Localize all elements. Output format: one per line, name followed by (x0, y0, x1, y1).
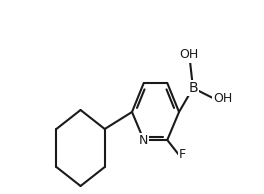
Text: OH: OH (213, 92, 232, 105)
Text: F: F (179, 148, 186, 161)
Text: B: B (188, 81, 198, 95)
Text: OH: OH (180, 48, 199, 61)
Text: N: N (139, 133, 148, 146)
